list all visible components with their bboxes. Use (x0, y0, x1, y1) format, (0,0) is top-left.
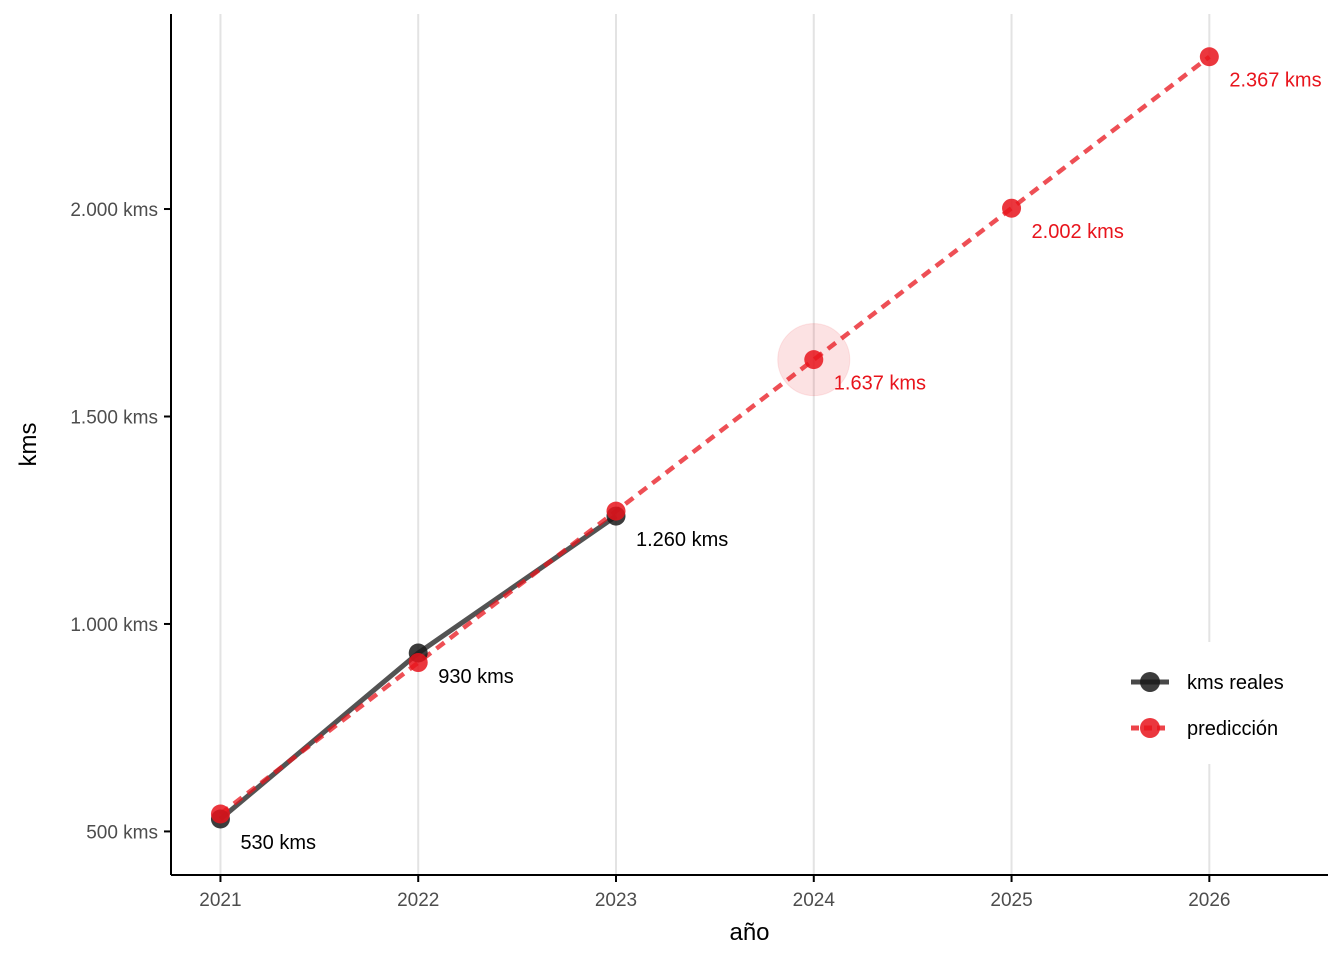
legend-label: kms reales (1187, 672, 1284, 694)
x-tick-label: 2025 (990, 890, 1032, 911)
gridlines (219, 14, 1211, 875)
series-layer (210, 47, 1219, 829)
y-axis-title: kms (15, 423, 42, 467)
data-label: 2.002 kms (1032, 221, 1124, 243)
series-line-prediccion (219, 54, 1211, 816)
legend-key-point (1140, 672, 1160, 692)
x-axis-title: año (729, 919, 769, 946)
data-label: 930 kms (438, 666, 514, 688)
y-axis-ticks: 500 kms 1.000 kms 1.500 kms 2.000 kms (70, 200, 171, 843)
x-tick-label: 2022 (397, 890, 439, 911)
x-tick-label: 2023 (595, 890, 637, 911)
x-tick-label: 2026 (1188, 890, 1230, 911)
y-tick-label: 500 kms (86, 822, 158, 843)
x-axis-ticks: 2021 2022 2023 2024 2025 2026 (199, 875, 1230, 911)
data-point-prediccion (408, 653, 428, 673)
y-tick-label: 2.000 kms (70, 200, 158, 221)
data-point-prediccion (1002, 198, 1022, 218)
axes (170, 14, 1328, 876)
legend: kms reales predicción (1118, 642, 1318, 764)
y-tick-label: 1.000 kms (70, 615, 158, 636)
data-point-prediccion (210, 804, 230, 824)
y-tick-label: 1.500 kms (70, 407, 158, 428)
legend-key-point (1140, 718, 1160, 738)
data-labels: 530 kms 930 kms 1.260 kms 1.637 kms 2.002 km… (240, 70, 1321, 854)
data-point-prediccion (804, 350, 824, 370)
data-label: 1.637 kms (834, 373, 926, 395)
data-label: 2.367 kms (1229, 70, 1321, 92)
legend-background (1118, 642, 1318, 764)
legend-label: predicción (1187, 718, 1278, 740)
data-point-prediccion (1199, 47, 1219, 67)
data-label: 530 kms (240, 832, 316, 854)
data-point-prediccion (606, 501, 626, 521)
x-tick-label: 2024 (793, 890, 836, 911)
data-label: 1.260 kms (636, 529, 728, 551)
x-tick-label: 2021 (199, 890, 241, 911)
